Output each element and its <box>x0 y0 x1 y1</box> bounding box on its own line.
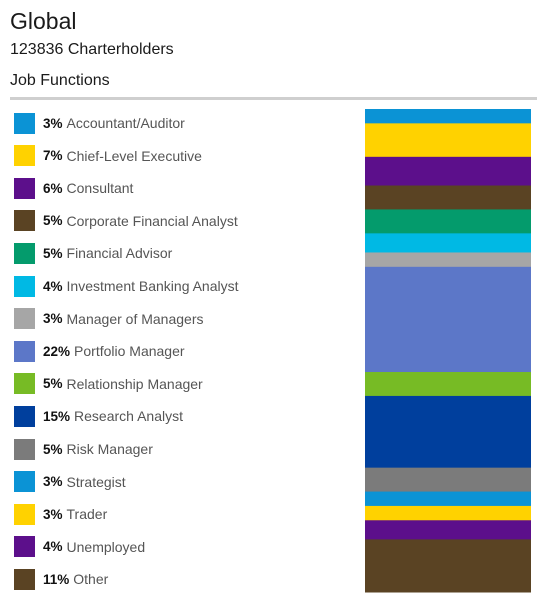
legend-percent: 4% <box>43 278 63 294</box>
bar-segment-portfolio-manager <box>365 266 531 373</box>
section-divider <box>10 97 537 100</box>
legend-label: Accountant/Auditor <box>66 115 185 131</box>
legend-item-risk-manager: 5% Risk Manager <box>14 438 153 460</box>
legend-swatch <box>14 405 35 427</box>
legend-swatch <box>14 536 35 558</box>
legend-label: Trader <box>66 506 108 523</box>
page-title: Global <box>10 8 77 34</box>
legend-swatch <box>14 340 35 362</box>
legend-item-chief-level-executive: 7% Chief-Level Executive <box>14 145 202 167</box>
legend-item-trader: 3% Trader <box>14 503 107 525</box>
legend-label: Corporate Financial Analyst <box>66 212 238 229</box>
bar-segment-investment-banking-analyst <box>365 233 531 253</box>
bar-segment-manager-of-managers <box>365 252 531 268</box>
legend-swatch <box>14 308 35 330</box>
legend-percent: 6% <box>43 180 63 196</box>
legend-percent: 7% <box>43 148 63 164</box>
bar-segment-accountant-auditor <box>365 109 531 124</box>
legend-label: Risk Manager <box>66 441 153 457</box>
bar-segment-financial-advisor <box>365 209 531 234</box>
legend-percent: 15% <box>43 408 71 424</box>
bar-segment-trader <box>365 505 531 521</box>
bar-segment-strategist <box>365 491 531 507</box>
legend-label: Relationship Manager <box>66 375 203 392</box>
bar-segment-risk-manager <box>365 467 531 493</box>
legend-item-corporate-financial-analyst: 5% Corporate Financial Analyst <box>14 210 238 232</box>
legend-percent: 3% <box>43 474 63 490</box>
bar-segment-consultant <box>365 156 531 187</box>
legend-percent: 5% <box>43 376 63 392</box>
legend-label: Other <box>73 571 109 588</box>
legend-item-research-analyst: 15% Research Analyst <box>14 405 183 427</box>
legend-label: Portfolio Manager <box>74 343 185 360</box>
legend-percent: 3% <box>43 311 63 327</box>
legend-label: Strategist <box>66 473 126 490</box>
legend-item-investment-banking-analyst: 4% Investment Banking Analyst <box>14 275 239 297</box>
section-heading: Job Functions <box>10 72 110 89</box>
legend-item-other: 11% Other <box>14 568 108 590</box>
legend-label: Chief-Level Executive <box>66 147 202 164</box>
legend-label: Financial Advisor <box>66 245 173 262</box>
legend-item-financial-advisor: 5% Financial Advisor <box>14 242 172 264</box>
legend-label: Investment Banking Analyst <box>66 278 239 294</box>
bar-segment-other <box>365 539 531 593</box>
bar-segment-research-analyst <box>365 395 531 469</box>
bar-segment-relationship-manager <box>365 372 531 397</box>
legend-percent: 22% <box>43 343 71 359</box>
legend-percent: 5% <box>43 245 63 261</box>
legend-percent: 5% <box>43 213 63 229</box>
legend-item-accountant-auditor: 3% Accountant/Auditor <box>14 112 185 134</box>
legend-swatch <box>14 112 35 134</box>
legend-swatch <box>14 210 35 232</box>
legend-swatch <box>14 242 35 264</box>
legend-label: Consultant <box>66 180 134 197</box>
legend-percent: 5% <box>43 441 63 457</box>
legend-label: Unemployed <box>66 538 146 555</box>
legend-item-portfolio-manager: 22% Portfolio Manager <box>14 340 185 362</box>
legend-item-manager-of-managers: 3% Manager of Managers <box>14 308 203 330</box>
legend-label: Manager of Managers <box>66 310 204 327</box>
legend-swatch <box>14 177 35 199</box>
bar-segment-corporate-financial-analyst <box>365 185 531 210</box>
charterholder-count: 123836 Charterholders <box>10 41 174 58</box>
legend-item-strategist: 3% Strategist <box>14 471 126 493</box>
legend-item-unemployed: 4% Unemployed <box>14 536 145 558</box>
legend-swatch <box>14 503 35 525</box>
legend-percent: 11% <box>43 571 70 587</box>
legend-swatch <box>14 275 35 297</box>
legend-swatch <box>14 471 35 493</box>
legend-swatch <box>14 568 35 590</box>
legend-percent: 3% <box>43 506 63 522</box>
legend-item-consultant: 6% Consultant <box>14 177 133 199</box>
legend-item-relationship-manager: 5% Relationship Manager <box>14 373 203 395</box>
bar-segment-chief-level-executive <box>365 123 531 158</box>
legend-swatch <box>14 145 35 167</box>
legend-percent: 3% <box>43 115 63 131</box>
legend-swatch <box>14 373 35 395</box>
legend-percent: 4% <box>43 539 63 555</box>
legend-label: Research Analyst <box>74 408 183 425</box>
bar-segment-unemployed <box>365 520 531 540</box>
legend-swatch <box>14 438 35 460</box>
